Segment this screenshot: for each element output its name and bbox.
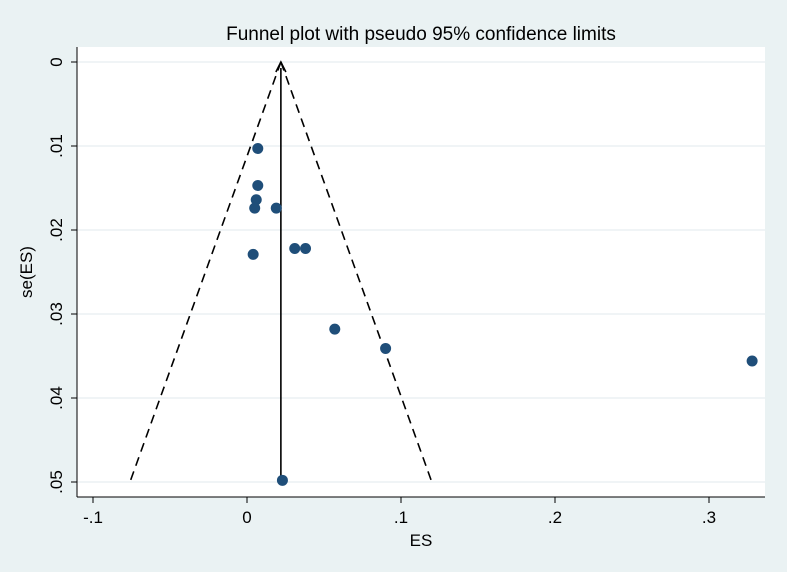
y-tick-label: .03: [47, 302, 66, 326]
x-tick-label: .3: [702, 508, 716, 527]
study-point: [252, 143, 264, 155]
study-point: [249, 202, 261, 214]
y-tick-label: .05: [47, 470, 66, 494]
study-point: [250, 194, 262, 206]
study-point: [746, 355, 758, 367]
study-point: [300, 242, 312, 254]
confidence-funnel: [129, 60, 433, 483]
grid-lines: [77, 61, 765, 483]
plot-area: [77, 47, 765, 497]
x-tick-label: .1: [394, 508, 408, 527]
x-axis-title: ES: [410, 531, 433, 550]
study-point: [252, 179, 264, 191]
x-tick-label: .2: [548, 508, 562, 527]
pooled-effect-arrowhead: [275, 60, 287, 73]
x-axis-ticks: -.1 0 .1 .2 .3: [83, 497, 716, 527]
data-points: [247, 143, 758, 486]
y-axis-title: se(ES): [17, 246, 36, 298]
x-tick-label: 0: [242, 508, 251, 527]
axes: [76, 47, 765, 498]
y-tick-label: .04: [47, 386, 66, 410]
y-tick-label: .01: [47, 134, 66, 158]
chart-title: Funnel plot with pseudo 95% confidence l…: [226, 24, 616, 45]
study-point: [247, 248, 259, 260]
study-point: [329, 323, 341, 335]
y-tick-label: 0: [47, 57, 66, 66]
study-point: [276, 474, 288, 486]
study-point: [270, 202, 282, 214]
y-tick-label: .02: [47, 218, 66, 242]
x-tick-label: -.1: [83, 508, 103, 527]
y-axis-ticks: 0 .01 .02 .03 .04 .05: [47, 57, 77, 494]
study-point: [289, 242, 301, 254]
study-point: [380, 342, 392, 354]
